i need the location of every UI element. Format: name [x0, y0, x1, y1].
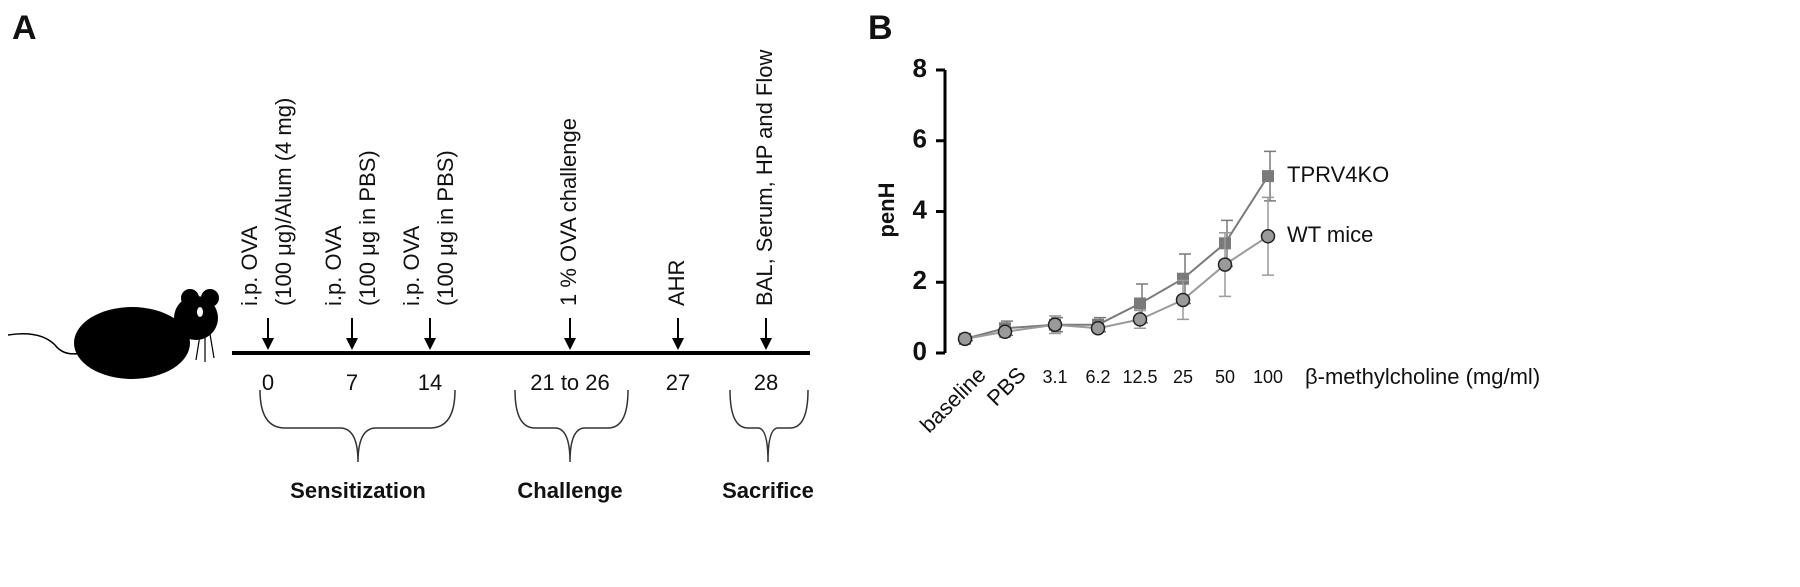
- day-label: 21 to 26: [530, 370, 610, 395]
- brace: [259, 389, 456, 463]
- y-tick-label: 4: [913, 194, 928, 224]
- mouse-body: [74, 307, 190, 379]
- brace: [514, 389, 629, 463]
- marker: [1132, 312, 1148, 327]
- mouse-ear: [201, 289, 219, 307]
- panel-label: B: [868, 9, 893, 47]
- mouse-ear: [181, 289, 199, 307]
- event-label: BAL, Serum, HP and Flow: [752, 50, 777, 306]
- arrow-head: [564, 338, 576, 350]
- event-label: (100 μg)/Alum (4 mg): [271, 98, 296, 306]
- arrow-head: [424, 338, 436, 350]
- event-label: (100 μg in PBS): [433, 150, 458, 306]
- event-label: (100 μg in PBS): [355, 150, 380, 306]
- day-label: 27: [666, 370, 690, 395]
- arrow-head: [760, 338, 772, 350]
- marker: [1260, 229, 1276, 244]
- x-tick-label: 12.5: [1122, 367, 1157, 387]
- y-tick-label: 6: [913, 124, 927, 154]
- marker: [997, 324, 1013, 340]
- arrow-head: [672, 338, 684, 350]
- legend-label: TPRV4KO: [1287, 162, 1389, 187]
- mouse-eye: [197, 307, 203, 317]
- x-tick-label: baseline: [915, 362, 991, 438]
- day-label: 7: [346, 370, 358, 395]
- mouse: [7, 289, 219, 379]
- marker: [1047, 317, 1063, 332]
- x-tick-label: 25: [1173, 367, 1193, 387]
- marker: [1134, 297, 1146, 310]
- marker: [957, 331, 973, 347]
- event-label: i.p. OVA: [237, 225, 262, 306]
- day-label: 14: [418, 370, 442, 395]
- arrow-head: [346, 338, 358, 350]
- y-tick-label: 2: [913, 265, 927, 295]
- legend-label: WT mice: [1287, 222, 1373, 247]
- marker: [1217, 257, 1233, 272]
- x-tick-label: 50: [1215, 367, 1235, 387]
- mouse-tail: [7, 333, 86, 355]
- x-tick-label: 6.2: [1085, 367, 1110, 387]
- marker: [1175, 292, 1191, 308]
- braces: [259, 389, 809, 463]
- y-tick-label: 8: [913, 53, 927, 83]
- arrow-head: [262, 338, 274, 350]
- brace: [729, 389, 809, 463]
- y-axis-label: penH: [874, 183, 899, 238]
- event-label: 1 % OVA challenge: [556, 118, 581, 306]
- x-tick-label: 100: [1253, 367, 1283, 387]
- phase-label: Challenge: [517, 478, 622, 503]
- series-line: [964, 235, 1269, 340]
- x-tick-label: PBS: [982, 362, 1031, 411]
- y-tick-label: 0: [913, 336, 927, 366]
- marker: [1090, 320, 1106, 336]
- phase-label: Sacrifice: [722, 478, 814, 503]
- mouse-head: [174, 296, 218, 340]
- event-label: AHR: [664, 260, 689, 306]
- day-label: 0: [262, 370, 274, 395]
- marker: [1262, 170, 1274, 183]
- x-tick-label: 3.1: [1042, 367, 1067, 387]
- mouse-whiskers: [195, 333, 215, 362]
- marker: [1177, 272, 1189, 285]
- day-label: 28: [754, 370, 778, 395]
- event-label: i.p. OVA: [399, 225, 424, 306]
- x-axis-label: β-methylcholine (mg/ml): [1305, 364, 1540, 389]
- panel-label: A: [12, 9, 37, 47]
- event-label: i.p. OVA: [321, 225, 346, 306]
- phase-label: Sensitization: [290, 478, 426, 503]
- series-line: [964, 175, 1269, 340]
